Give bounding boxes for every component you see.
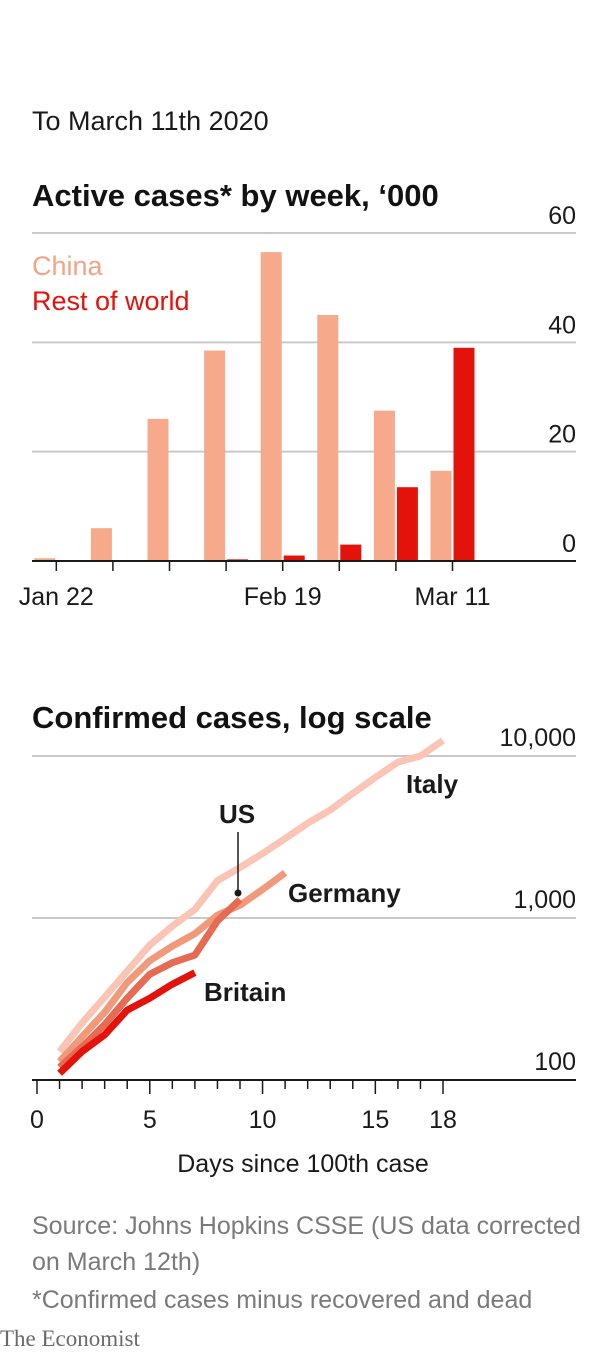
line-x-tick-label: 0 bbox=[30, 1106, 44, 1134]
bar-y-tick-label: 20 bbox=[548, 421, 576, 449]
bar-china bbox=[317, 315, 339, 561]
bar-china bbox=[373, 410, 395, 561]
series-line-britain bbox=[57, 969, 197, 1076]
bar-china bbox=[147, 418, 169, 561]
bar-china bbox=[430, 470, 452, 561]
bar-y-tick-label: 0 bbox=[562, 530, 576, 558]
series-line-us bbox=[57, 896, 243, 1070]
series-line-germany bbox=[57, 869, 288, 1064]
series-line-italy bbox=[56, 737, 445, 1054]
line-x-axis-label: Days since 100th case bbox=[177, 1150, 429, 1178]
legend-rest-of-world: Rest of world bbox=[32, 286, 190, 316]
source-line-2: on March 12th) bbox=[32, 1248, 201, 1276]
line-chart-title: Confirmed cases, log scale bbox=[32, 700, 432, 735]
line-x-tick-label: 10 bbox=[249, 1106, 277, 1134]
subtitle: To March 11th 2020 bbox=[32, 106, 269, 136]
line-y-tick-label: 10,000 bbox=[500, 724, 576, 752]
bar-chart: 0 20 40 60 Jan 22 Feb 19 Mar 11 bbox=[19, 202, 576, 611]
economist-logo: The Economist bbox=[0, 1326, 140, 1351]
series-label-britain: Britain bbox=[204, 977, 286, 1007]
bar-x-tick-label: Jan 22 bbox=[19, 583, 94, 611]
bar-china bbox=[90, 528, 112, 561]
bar-rest-of-world bbox=[453, 347, 475, 561]
source-line-1: Source: Johns Hopkins CSSE (US data corr… bbox=[32, 1212, 581, 1240]
series-label-germany: Germany bbox=[288, 878, 401, 908]
us-label-dot bbox=[234, 889, 242, 897]
series-label-us: US bbox=[219, 799, 255, 829]
bar-rest-of-world bbox=[283, 555, 305, 561]
bar-china bbox=[34, 558, 56, 561]
line-x-tick-label: 5 bbox=[143, 1106, 157, 1134]
bar-y-tick-label: 60 bbox=[548, 202, 576, 230]
bar-y-tick-label: 40 bbox=[548, 311, 576, 339]
bar-chart-title: Active cases* by week, ‘000 bbox=[32, 178, 439, 213]
bar-china bbox=[204, 350, 226, 561]
series-label-italy: Italy bbox=[406, 769, 459, 799]
bar-x-tick-label: Feb 19 bbox=[244, 583, 322, 611]
bar-x-tick-label: Mar 11 bbox=[415, 583, 491, 611]
line-x-tick-label: 15 bbox=[361, 1106, 389, 1134]
footnote: *Confirmed cases minus recovered and dea… bbox=[32, 1286, 533, 1314]
line-y-tick-label: 1,000 bbox=[513, 886, 576, 914]
bar-rest-of-world bbox=[396, 487, 418, 561]
bar-rest-of-world bbox=[340, 544, 362, 561]
bar-china bbox=[260, 252, 282, 561]
line-y-tick-label: 100 bbox=[534, 1048, 576, 1076]
legend-china: China bbox=[32, 251, 103, 281]
line-x-tick-label: 18 bbox=[429, 1106, 457, 1134]
